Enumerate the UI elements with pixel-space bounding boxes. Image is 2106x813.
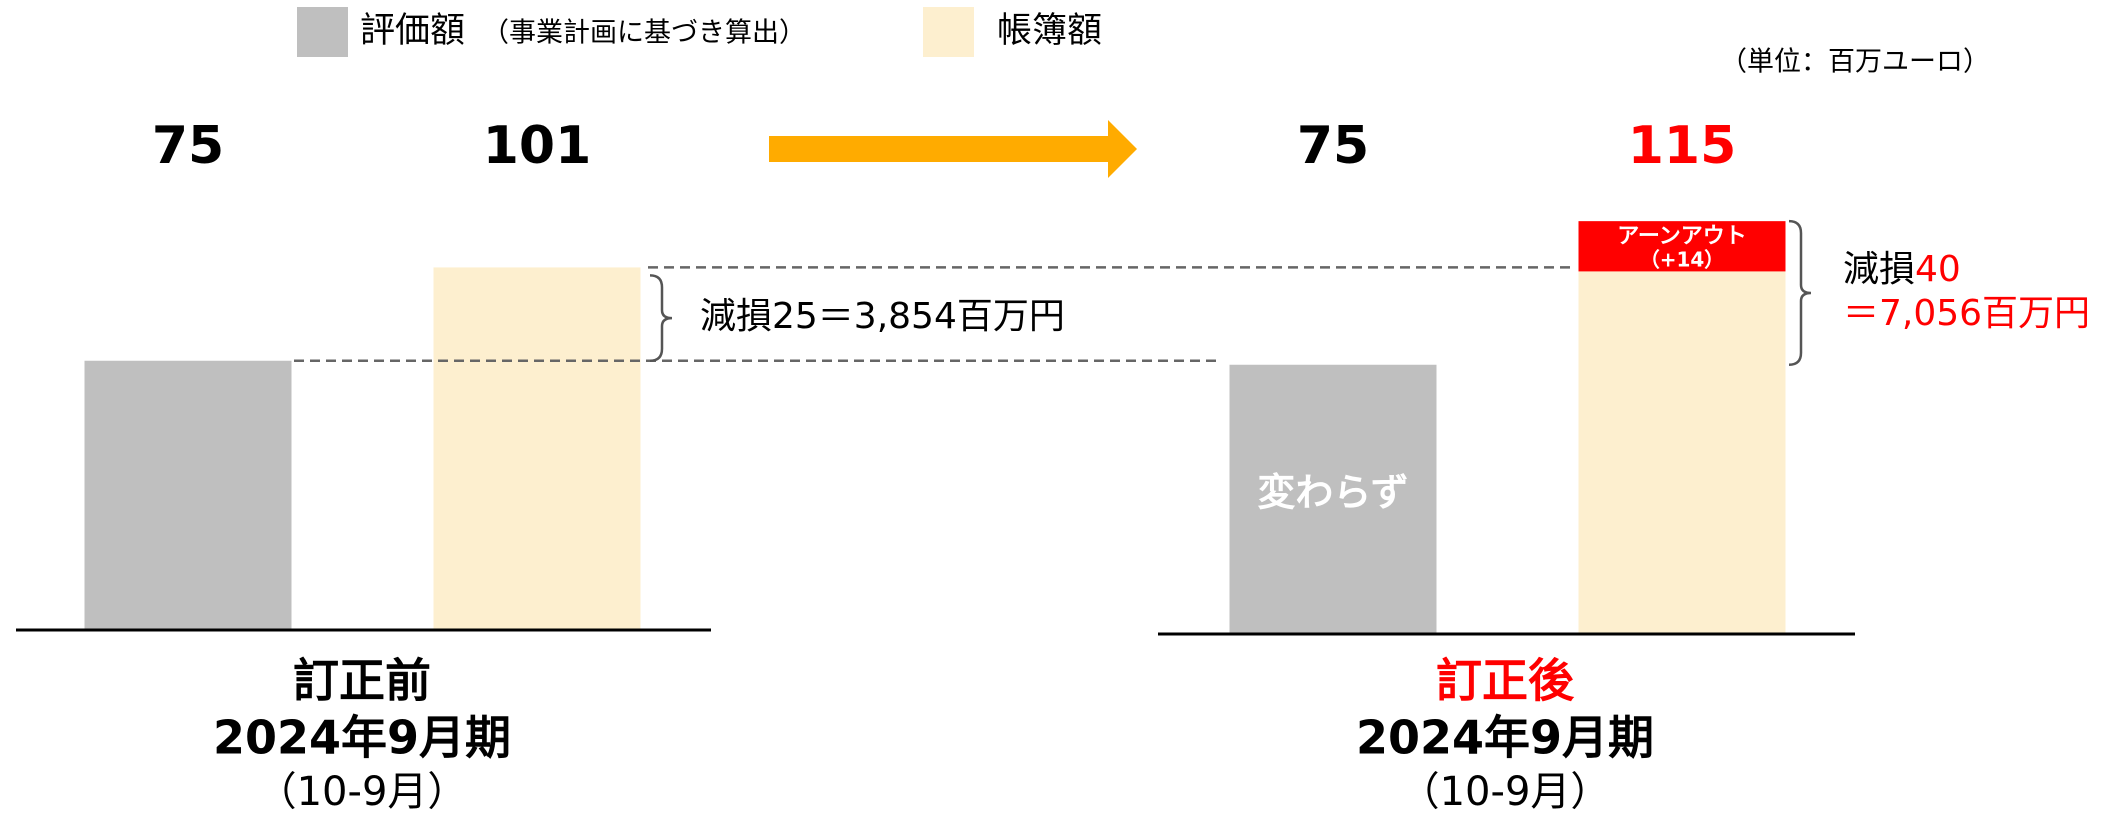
annotation-amount: 40 [1915,249,1961,290]
group-months: （10-9月） [1400,769,1611,813]
bar [84,360,292,630]
annotation-label: 減損 [1843,249,1915,290]
total-label: 101 [483,116,592,176]
group-months: （10-9月） [257,769,468,813]
bar [1578,271,1786,634]
annotation: ＝7,056百万円 [1843,293,2090,334]
unit-label: （単位：百万ユーロ） [1720,47,1990,78]
arrow [769,120,1137,178]
annotation: 減損25＝3,854百万円 [700,296,1065,337]
annotation: 減損40 [1843,249,1961,290]
segment-label: アーンアウト [1617,224,1747,249]
legend-label: 帳簿額 [997,11,1102,51]
value-label: 75 [1297,116,1369,176]
group-title: 訂正前 [293,654,431,708]
legend-label: 評価額 [360,11,465,51]
value-label: 75 [152,116,224,176]
legend-swatch [297,7,348,57]
legend-swatch [923,7,974,57]
bar-segment [1578,221,1786,272]
bar-note: 変わらず [1257,471,1408,515]
brace [649,274,673,362]
brace [1788,219,1812,366]
bar [433,267,641,630]
legend-note: （事業計画に基づき算出） [482,18,806,49]
segment-value-label: （+14） [1640,248,1725,272]
group-title: 訂正後 [1436,654,1575,708]
group-period: 2024年9月期 [213,711,511,765]
group-period: 2024年9月期 [1356,711,1654,765]
total-label: 115 [1628,116,1737,176]
bar [1229,364,1437,634]
